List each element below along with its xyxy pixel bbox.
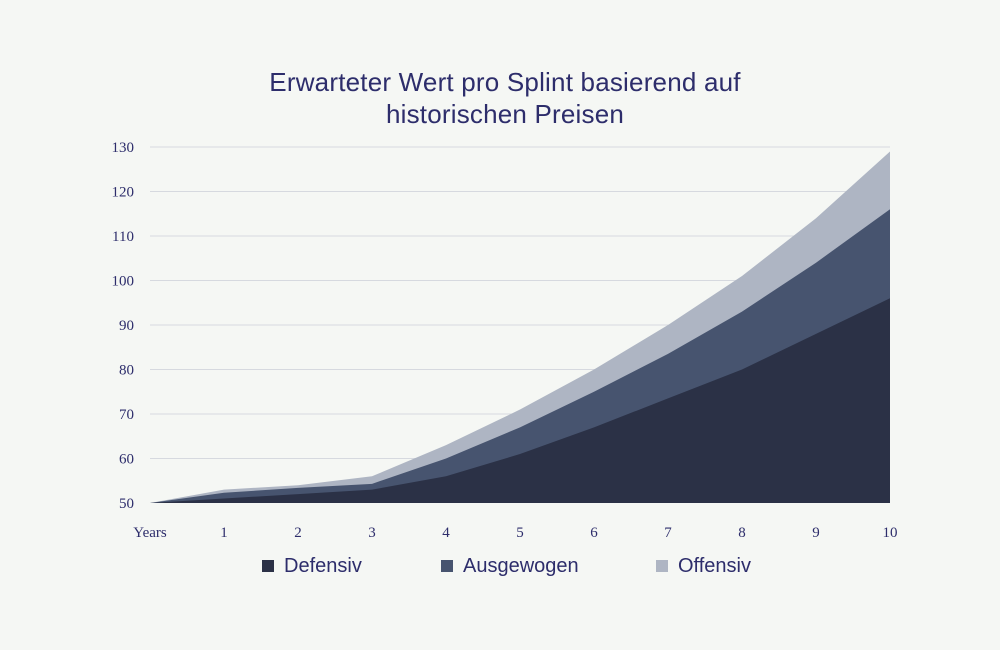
x-tick-label-4: 4 <box>442 525 450 541</box>
y-tick-label-80: 80 <box>119 363 134 379</box>
y-tick-label-90: 90 <box>119 318 134 334</box>
y-tick-label-70: 70 <box>119 407 134 423</box>
x-tick-label-1: 1 <box>220 525 228 541</box>
y-tick-label-110: 110 <box>112 229 134 245</box>
y-tick-label-50: 50 <box>119 496 134 512</box>
series-area-defensiv <box>150 298 890 503</box>
legend-item-ausgewogen: Ausgewogen <box>441 553 579 579</box>
y-tick-label-60: 60 <box>119 452 134 468</box>
legend-item-offensiv: Offensiv <box>656 553 751 579</box>
y-tick-label-100: 100 <box>112 274 135 290</box>
legend: Defensiv Ausgewogen Offensiv <box>0 553 1000 579</box>
x-axis-label: Years <box>133 525 167 541</box>
legend-label-defensiv: Defensiv <box>284 554 362 577</box>
chart-title: Erwarteter Wert pro Splint basierend auf… <box>150 66 860 130</box>
y-tick-label-120: 120 <box>112 185 135 201</box>
chart-title-line-1: Erwarteter Wert pro Splint basierend auf <box>269 67 741 97</box>
x-tick-label-8: 8 <box>738 525 746 541</box>
axes: 50 60 70 80 90 100 110 120 130 Years 1 2 3 4 5 6 7 8 9 10 <box>112 140 898 541</box>
x-tick-label-9: 9 <box>812 525 820 541</box>
legend-label-ausgewogen: Ausgewogen <box>463 554 579 577</box>
y-tick-label-130: 130 <box>112 140 135 156</box>
x-tick-label-6: 6 <box>590 525 598 541</box>
x-tick-label-5: 5 <box>516 525 524 541</box>
area-series <box>150 151 890 504</box>
chart-title-line-2: historischen Preisen <box>385 99 625 129</box>
x-tick-label-10: 10 <box>883 525 898 541</box>
x-tick-label-2: 2 <box>294 525 302 541</box>
legend-swatch-ausgewogen <box>441 560 453 572</box>
legend-swatch-defensiv <box>262 560 274 572</box>
x-tick-label-7: 7 <box>664 525 672 541</box>
legend-swatch-offensiv <box>656 560 668 572</box>
legend-item-defensiv: Defensiv <box>262 553 362 579</box>
legend-label-offensiv: Offensiv <box>678 554 751 577</box>
x-tick-label-3: 3 <box>368 525 376 541</box>
